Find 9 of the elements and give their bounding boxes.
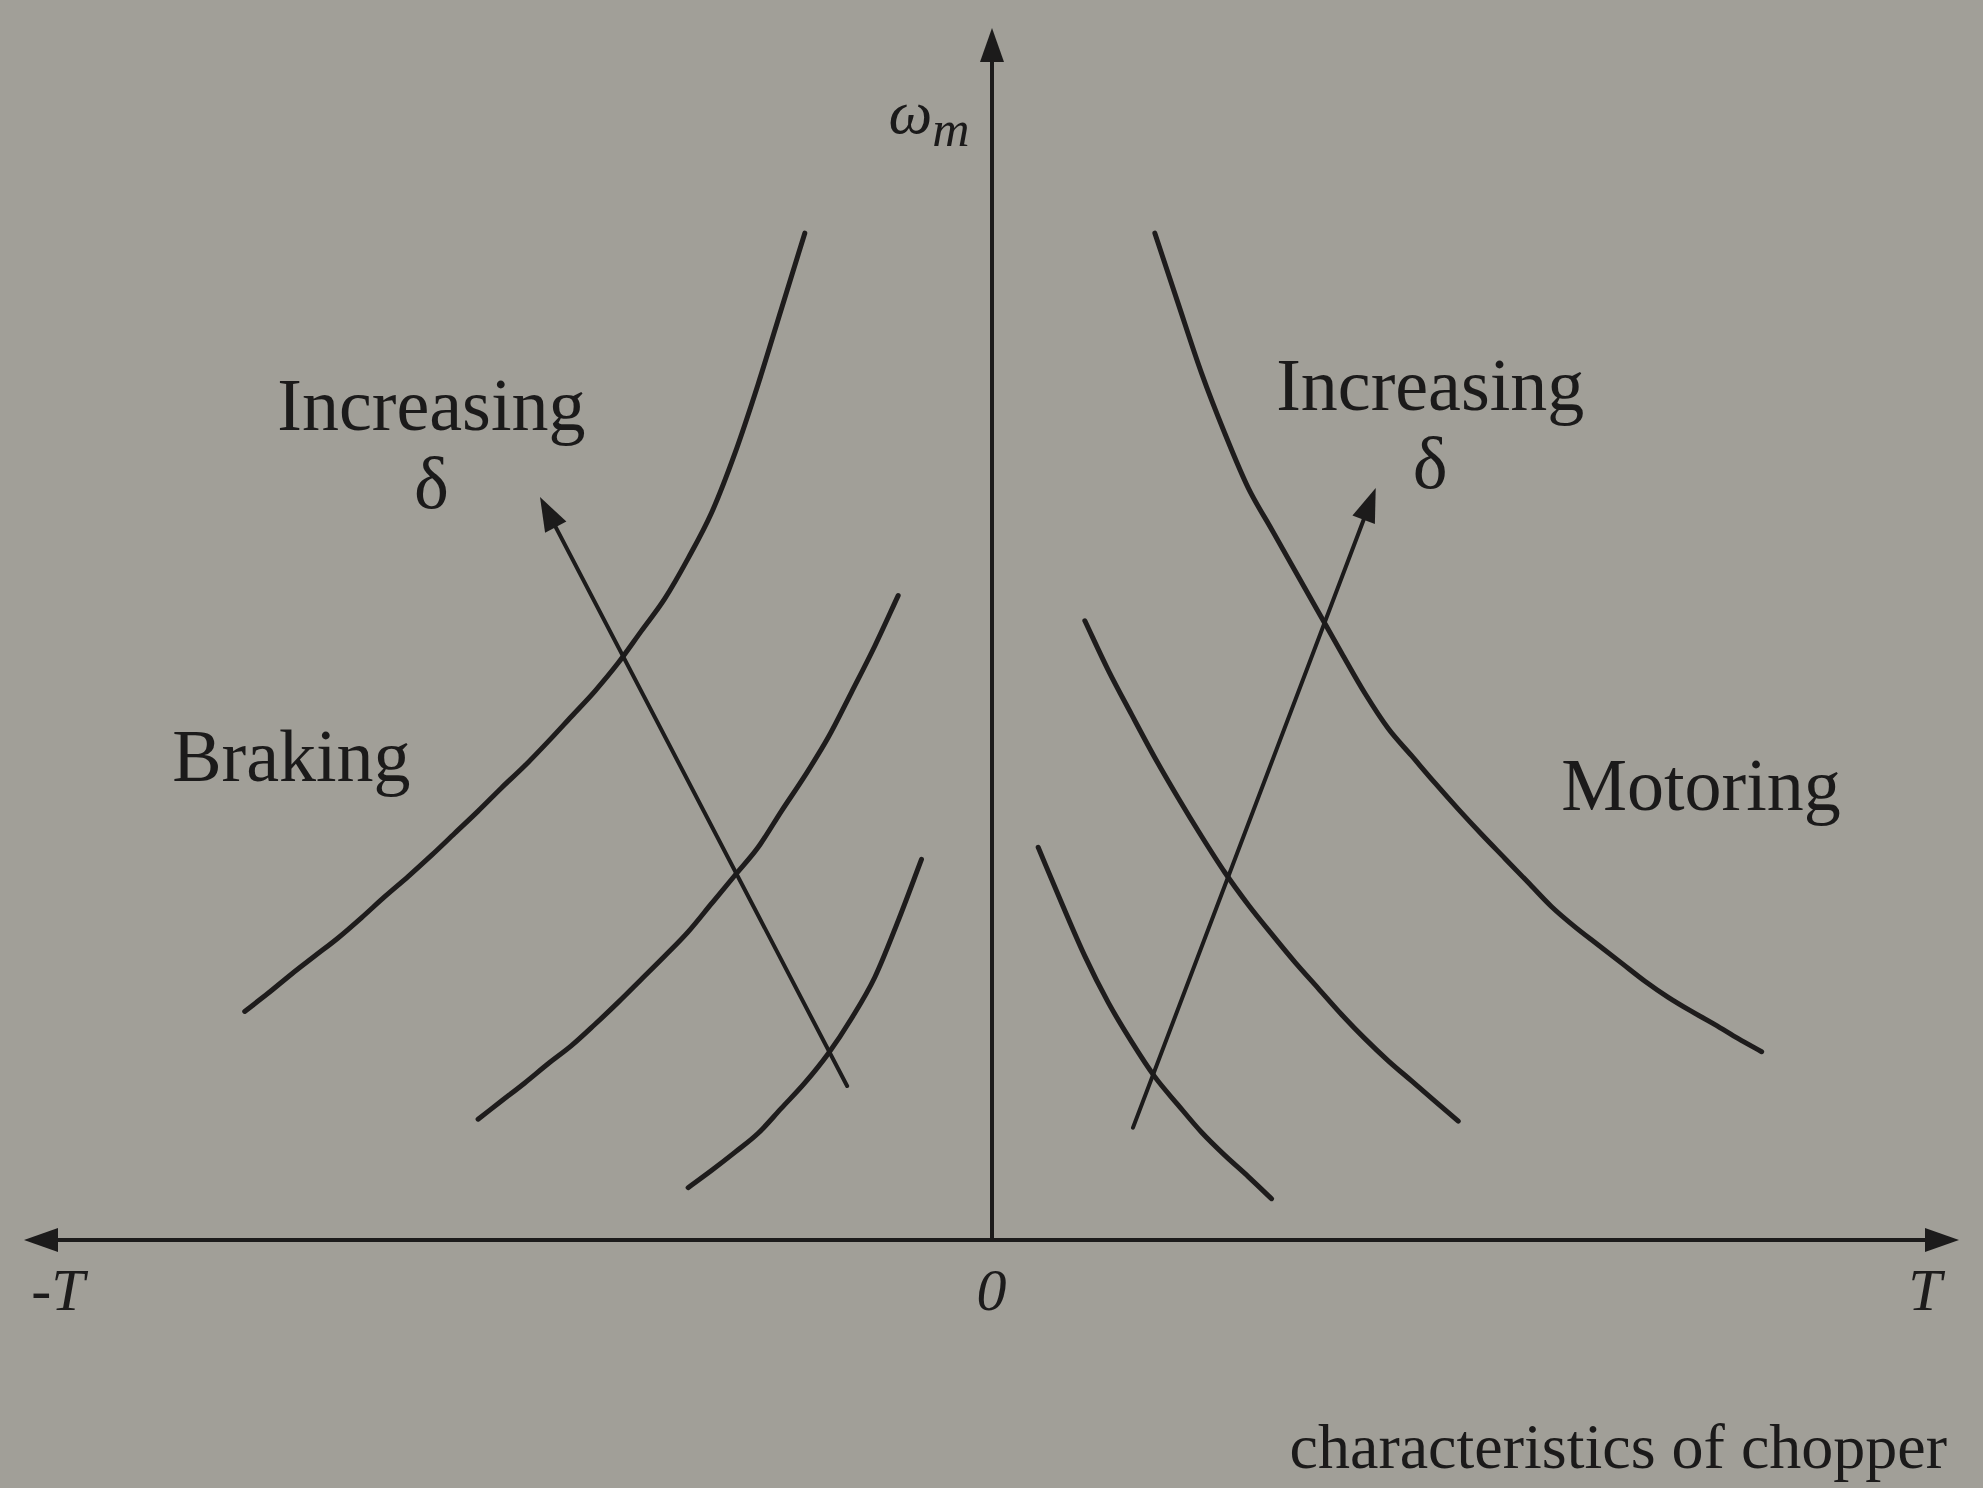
annotation: Increasing δ — [1276, 344, 1585, 504]
y-axis-title: ω$_{m}$ — [888, 78, 970, 158]
annotation: Increasing δ — [277, 364, 586, 524]
x-tick-label: 0 — [976, 1256, 1007, 1323]
x-tick-label: T — [1908, 1256, 1946, 1323]
annotation: Motoring — [1561, 744, 1841, 827]
text: characteristics of chopper — [1289, 1410, 1947, 1482]
x-tick-label: -T — [31, 1256, 89, 1323]
annotation: Braking — [172, 715, 411, 798]
